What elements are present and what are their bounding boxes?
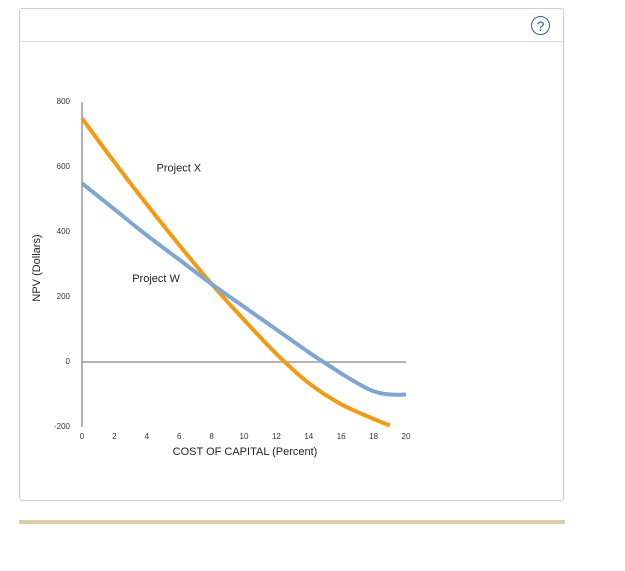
series-label: Project X xyxy=(157,163,202,175)
x-tick-label: 8 xyxy=(209,432,214,441)
help-button[interactable]: ? xyxy=(531,16,550,35)
x-tick-label: 4 xyxy=(145,432,150,441)
y-tick-label: 200 xyxy=(57,292,71,301)
y-tick-labels: 800 600 400 200 0 -200 xyxy=(54,97,71,431)
series-line-project-w xyxy=(80,181,407,397)
y-tick-label: -200 xyxy=(54,422,71,431)
x-tick-label: 12 xyxy=(272,432,281,441)
x-axis-label: COST OF CAPITAL (Percent) xyxy=(173,446,318,458)
x-tick-label: 10 xyxy=(240,432,249,441)
y-tick-label: 800 xyxy=(57,97,71,106)
series-line-project-x xyxy=(80,117,391,428)
x-tick-label: 18 xyxy=(369,432,378,441)
y-axis-label: NPV (Dollars) xyxy=(31,234,43,301)
x-tick-label: 16 xyxy=(337,432,346,441)
help-icon: ? xyxy=(536,17,545,34)
chart-axes xyxy=(81,102,406,427)
bottom-divider xyxy=(19,520,565,524)
y-tick-label: 600 xyxy=(57,162,71,171)
x-tick-label: 0 xyxy=(80,432,85,441)
x-tick-label: 6 xyxy=(177,432,182,441)
y-tick-label: 0 xyxy=(66,357,71,366)
y-tick-label: 400 xyxy=(57,227,71,236)
chart-panel xyxy=(19,8,564,501)
series-annotations: Project X Project W xyxy=(132,163,202,286)
x-tick-label: 14 xyxy=(304,432,313,441)
x-tick-label: 2 xyxy=(112,432,117,441)
series-lines xyxy=(80,117,407,428)
x-tick-label: 20 xyxy=(402,432,411,441)
panel-header-divider xyxy=(20,41,563,42)
x-tick-labels: 0 2 4 6 8 10 12 14 16 18 20 xyxy=(80,432,411,441)
series-label: Project W xyxy=(132,273,180,285)
